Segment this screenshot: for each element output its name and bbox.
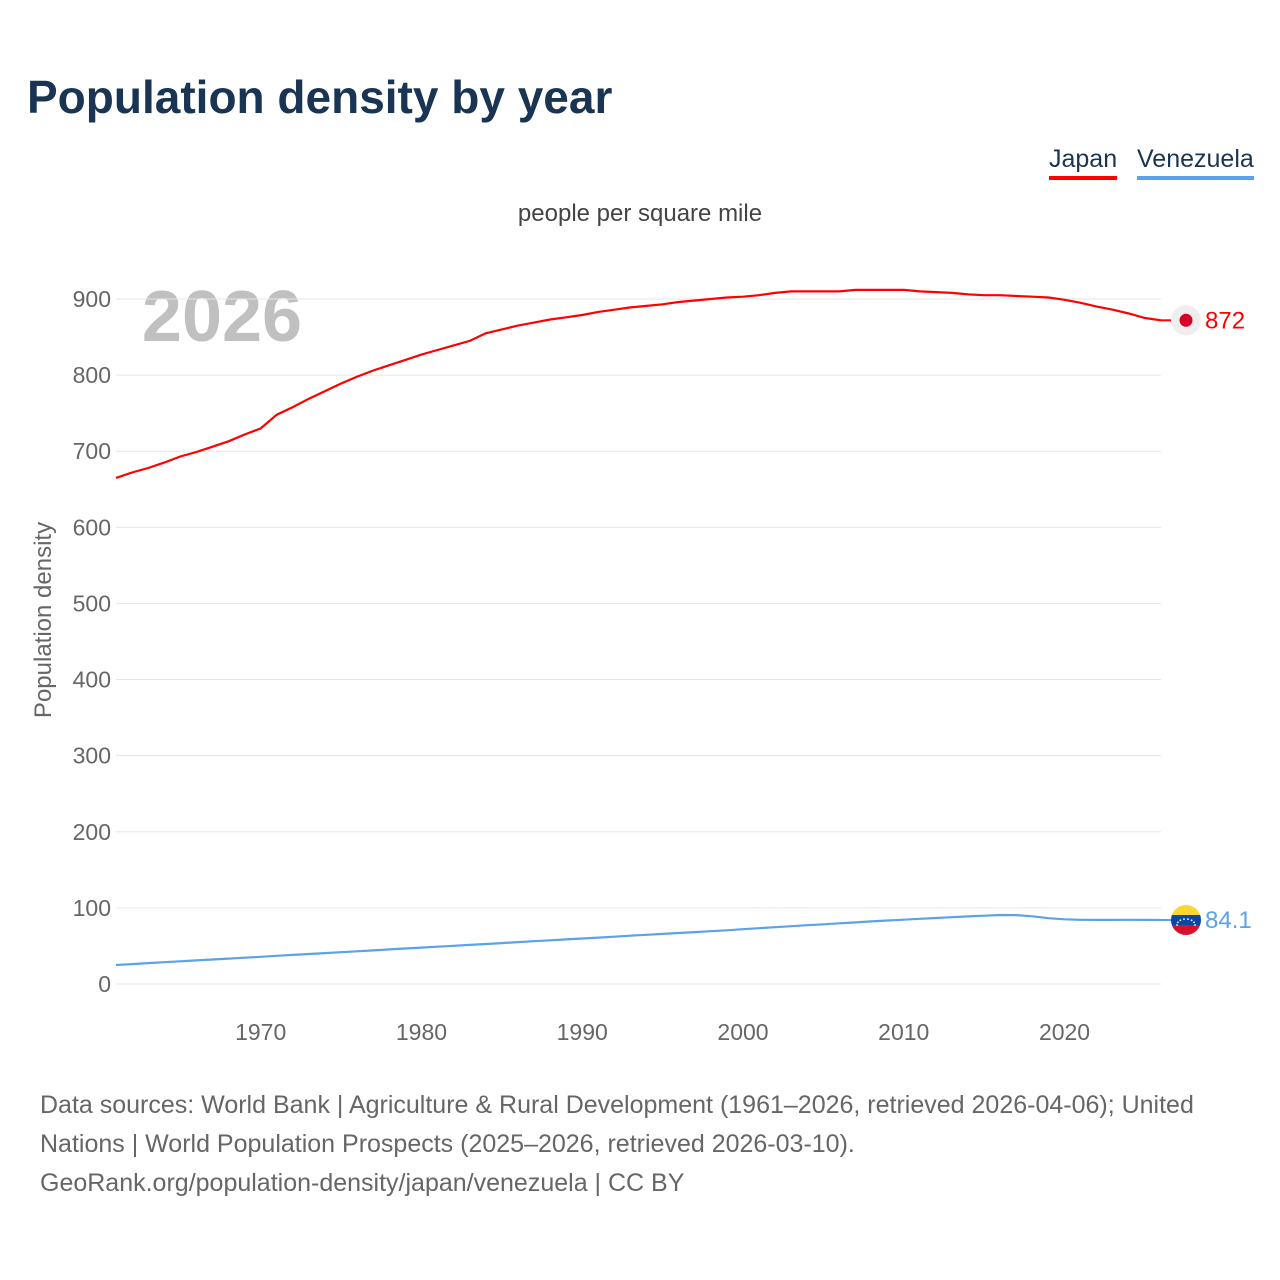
- x-tick-label: 1980: [396, 1019, 447, 1045]
- y-tick-label: 200: [73, 819, 111, 845]
- flag-star: [1193, 921, 1196, 924]
- x-tick-label: 1990: [557, 1019, 608, 1045]
- y-axis-label: Population density: [30, 522, 57, 718]
- flag-star: [1176, 921, 1179, 924]
- series-line-venezuela: [115, 913, 1162, 967]
- x-tick-label: 1970: [235, 1019, 286, 1045]
- flag-star: [1190, 919, 1193, 922]
- credit-link[interactable]: GeoRank.org/population-density/japan/ven…: [40, 1169, 685, 1197]
- data-sources: Data sources: World Bank | Agriculture &…: [40, 1086, 1250, 1203]
- flag-star: [1187, 918, 1189, 921]
- legend-item-venezuela[interactable]: Venezuela: [1137, 145, 1254, 180]
- flag-yellow: [1171, 904, 1201, 915]
- y-tick-label: 300: [73, 743, 111, 769]
- y-tick-label: 800: [73, 362, 111, 388]
- x-tick-label: 2020: [1039, 1019, 1090, 1045]
- end-value-label: 84.1: [1205, 907, 1252, 934]
- flag-sun: [1179, 313, 1193, 327]
- flag-star: [1176, 924, 1178, 926]
- y-tick-label: 600: [73, 514, 111, 540]
- sources-text: Data sources: World Bank | Agriculture &…: [40, 1091, 1194, 1158]
- flag-stripes: [1171, 904, 1201, 935]
- y-tick-label: 400: [73, 667, 111, 693]
- x-tick-label: 2000: [717, 1019, 768, 1045]
- venezuela-flag-icon: [1171, 904, 1201, 935]
- y-tick-label: 100: [73, 895, 111, 921]
- chart-title: Population density by year: [27, 71, 613, 123]
- y-tick-label: 700: [73, 438, 111, 464]
- flag-red: [1171, 924, 1201, 935]
- flag-star: [1179, 919, 1182, 922]
- flag-blue: [1171, 914, 1201, 925]
- series-line-japan: [115, 288, 1162, 479]
- legend-item-japan[interactable]: Japan: [1049, 145, 1118, 180]
- y-tick-label: 500: [73, 590, 111, 616]
- end-value-label: 872: [1205, 307, 1245, 334]
- chart-subtitle: people per square mile: [518, 200, 762, 227]
- y-tick-label: 900: [73, 286, 111, 312]
- japan-flag-icon: [1171, 305, 1201, 336]
- year-watermark: 2026: [142, 277, 302, 357]
- flag-star: [1194, 924, 1196, 926]
- y-tick-label: 0: [98, 971, 111, 997]
- x-tick-label: 2010: [878, 1019, 929, 1045]
- flag-star: [1183, 918, 1185, 921]
